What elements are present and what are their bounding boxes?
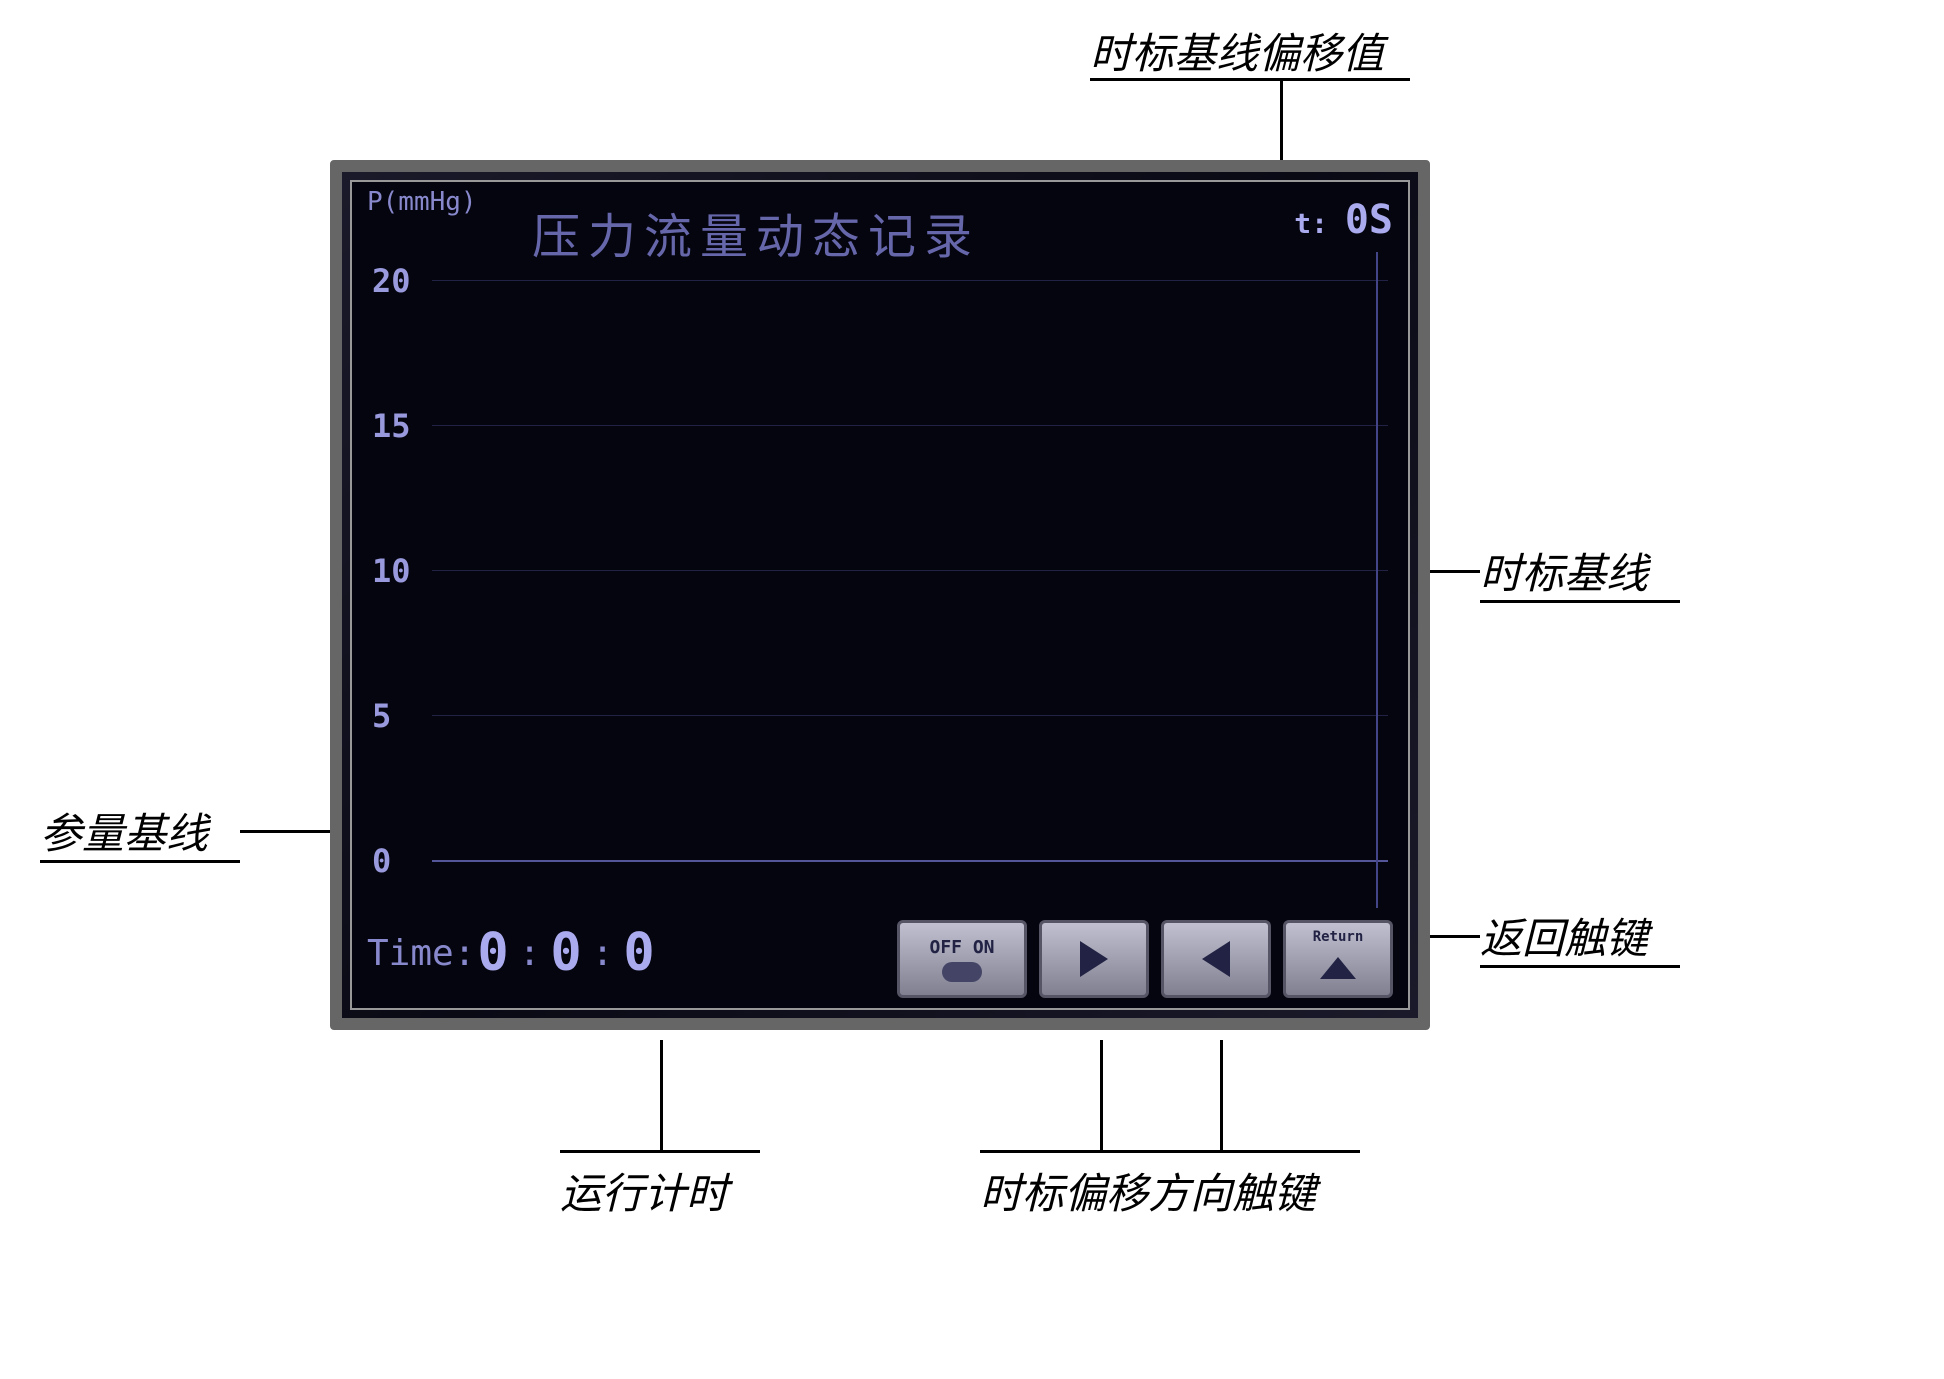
- control-buttons: OFF ON Return: [897, 920, 1393, 998]
- gridline: [432, 570, 1388, 571]
- offset-value-display: t: 0S: [1294, 197, 1393, 243]
- screen-inner: P(mmHg) 压力流量动态记录 t: 0S 20 15 10 5 0 Time…: [350, 180, 1410, 1010]
- annotation-return-button: 返回触键: [1480, 905, 1648, 966]
- time-seconds: 0: [623, 923, 654, 983]
- y-tick-10: 10: [372, 552, 411, 590]
- annotation-timeline-baseline: 时标基线: [1480, 540, 1648, 601]
- y-axis-unit-label: P(mmHg): [367, 187, 477, 217]
- bottom-bar: Time: 0 : 0 : 0 OFF ON Return: [362, 908, 1398, 998]
- time-sep: :: [592, 933, 614, 974]
- annotation-line: [40, 860, 240, 863]
- annotation-line: [980, 1150, 1360, 1153]
- time-hours: 0: [477, 923, 508, 983]
- return-label: Return: [1313, 929, 1364, 945]
- annotation-offset-value: 时标基线偏移值: [1090, 20, 1384, 81]
- annotation-line: [1090, 78, 1410, 81]
- gridline: [432, 425, 1388, 426]
- annotation-line: [1280, 78, 1283, 160]
- annotation-line: [1480, 600, 1680, 603]
- annotation-line: [240, 830, 330, 833]
- annotation-runtime: 运行计时: [560, 1160, 728, 1221]
- arrow-right-icon: [1080, 941, 1108, 977]
- device-screen: P(mmHg) 压力流量动态记录 t: 0S 20 15 10 5 0 Time…: [330, 160, 1430, 1030]
- arrow-up-icon: [1320, 957, 1356, 979]
- shift-right-button[interactable]: [1039, 920, 1149, 998]
- annotation-line: [1100, 1040, 1103, 1150]
- gridline: [432, 715, 1388, 716]
- arrow-left-icon: [1202, 941, 1230, 977]
- offset-number: 0S: [1345, 197, 1393, 243]
- annotation-direction-buttons: 时标偏移方向触键: [980, 1160, 1316, 1221]
- annotation-line: [1220, 1040, 1223, 1150]
- time-label: Time:: [367, 933, 475, 974]
- annotation-param-baseline: 参量基线: [40, 800, 208, 861]
- y-tick-15: 15: [372, 407, 411, 445]
- param-baseline: [432, 860, 1388, 862]
- offon-label: OFF ON: [929, 937, 994, 958]
- gridline: [432, 280, 1388, 281]
- offset-prefix: t:: [1294, 207, 1345, 240]
- return-button[interactable]: Return: [1283, 920, 1393, 998]
- offon-button[interactable]: OFF ON: [897, 920, 1027, 998]
- time-sep: :: [519, 933, 541, 974]
- timeline-baseline: [1376, 252, 1378, 908]
- time-minutes: 0: [550, 923, 581, 983]
- shift-left-button[interactable]: [1161, 920, 1271, 998]
- annotation-line: [1480, 965, 1680, 968]
- chart-area: 20 15 10 5 0: [362, 252, 1398, 908]
- offon-knob: [942, 962, 982, 982]
- annotation-line: [560, 1150, 760, 1153]
- y-tick-5: 5: [372, 697, 391, 735]
- y-tick-20: 20: [372, 262, 411, 300]
- annotation-line: [660, 1040, 663, 1150]
- y-tick-0: 0: [372, 842, 391, 880]
